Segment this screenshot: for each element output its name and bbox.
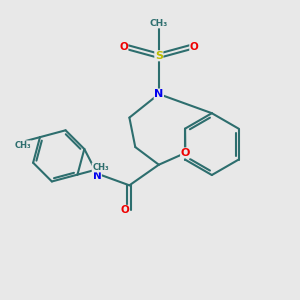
- Text: CH₃: CH₃: [14, 141, 31, 150]
- Text: S: S: [155, 51, 163, 61]
- Text: O: O: [181, 148, 190, 158]
- Text: O: O: [121, 206, 129, 215]
- Text: O: O: [190, 42, 199, 52]
- Text: CH₃: CH₃: [92, 163, 109, 172]
- Text: O: O: [119, 42, 128, 52]
- Text: CH₃: CH₃: [150, 19, 168, 28]
- Text: N: N: [93, 172, 101, 182]
- Text: H: H: [93, 165, 101, 174]
- Text: N: N: [154, 89, 164, 99]
